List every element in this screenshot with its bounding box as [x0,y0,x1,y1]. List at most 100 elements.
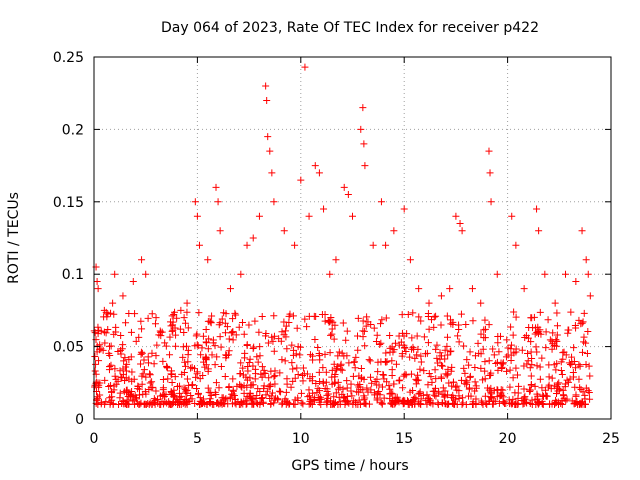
data-point [315,368,323,376]
data-point [371,391,379,399]
data-point [532,343,540,351]
data-point [330,399,338,407]
data-point [569,369,577,377]
data-point [308,373,316,381]
data-point [265,374,273,382]
data-point [503,367,511,375]
data-point [202,355,210,363]
data-point [361,342,369,350]
data-point [357,365,365,373]
data-point [268,389,276,397]
data-point [117,346,125,354]
data-point [243,376,251,384]
data-point [222,351,230,359]
data-point [335,348,343,356]
data-point [212,379,220,387]
data-point [526,364,534,372]
data-point [253,353,261,361]
data-point [447,347,455,355]
data-point [214,198,222,206]
data-point [270,312,278,320]
data-point [533,205,541,213]
data-point [270,373,278,381]
data-point [416,365,424,373]
data-point [288,341,296,349]
data-point [376,340,384,348]
data-point [481,325,489,333]
x-axis-label: GPS time / hours [291,458,408,474]
data-point [499,360,507,368]
data-point [455,387,463,395]
data-point [511,389,519,397]
data-point [577,385,585,393]
data-point [466,348,474,356]
data-point [128,368,136,376]
data-point [135,333,143,341]
data-point [368,379,376,387]
data-point [350,397,358,405]
data-point [415,285,423,293]
data-point [177,392,185,400]
data-point [398,352,406,360]
data-point [278,328,286,336]
data-point [312,380,320,388]
data-point [404,311,412,319]
data-point [227,329,235,337]
data-point [572,392,580,400]
data-point [211,361,219,369]
data-point [332,256,340,264]
data-point [202,325,210,333]
data-point [282,327,290,335]
data-point [447,316,455,324]
data-point [499,359,507,367]
data-point [446,285,454,293]
data-point [94,285,102,293]
data-point [243,393,251,401]
data-point [468,285,476,293]
data-point [375,387,383,395]
data-point [142,390,150,398]
data-point [489,345,497,353]
data-point [524,357,532,365]
data-point [216,319,224,327]
data-point [382,349,390,357]
data-point [166,318,174,326]
data-point [469,317,477,325]
data-point [443,371,451,379]
data-point [201,363,209,371]
data-point [557,366,565,374]
data-point [332,389,340,397]
data-point [259,399,267,407]
data-point [409,309,417,317]
data-point [538,400,546,408]
data-point [258,312,266,320]
data-point [411,400,419,408]
data-point [148,400,156,408]
data-point [535,227,543,235]
data-point [340,183,348,191]
data-point [423,349,431,357]
data-point [270,198,278,206]
data-point [558,371,566,379]
data-point [109,299,117,307]
data-point [460,342,468,350]
data-point [339,385,347,393]
data-point [221,319,229,327]
data-point [584,327,592,335]
data-point [563,395,571,403]
data-point [340,393,348,401]
data-point [138,380,146,388]
data-point [225,347,233,355]
data-point [100,313,108,321]
data-point [160,392,168,400]
data-point [145,385,153,393]
data-point [215,384,223,392]
data-point [244,367,252,375]
data-point [105,349,113,357]
data-point [542,344,550,352]
data-point [232,331,240,339]
data-point [334,352,342,360]
data-point [157,332,165,340]
data-point [283,375,291,383]
data-point [496,332,504,340]
